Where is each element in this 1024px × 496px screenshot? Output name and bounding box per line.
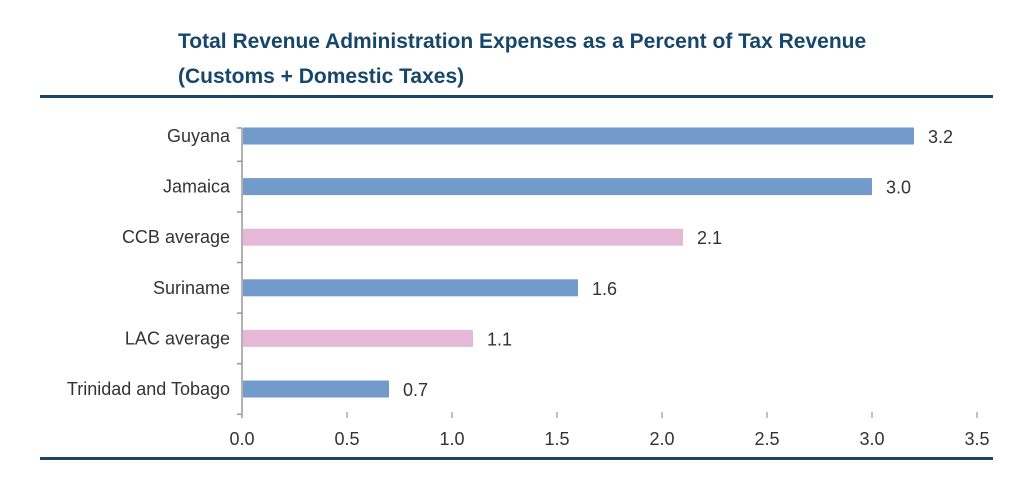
x-tick-label: 2.5 — [754, 429, 779, 449]
data-label: 3.0 — [886, 178, 911, 198]
subtitle-line: (Customs + Domestic Taxes) — [178, 65, 465, 88]
x-tick-label: 0.0 — [229, 429, 254, 449]
category-label: Jamaica — [163, 177, 231, 197]
chart-title: Total Revenue Administration Expenses as… — [178, 24, 866, 94]
x-tick-label: 3.5 — [964, 429, 989, 449]
top-rule — [40, 95, 993, 98]
x-tick-label: 3.0 — [859, 429, 884, 449]
category-label: Guyana — [167, 126, 231, 146]
bottom-rule — [40, 457, 993, 460]
bar — [243, 178, 872, 196]
x-tick-label: 2.0 — [649, 429, 674, 449]
category-label: Suriname — [153, 278, 230, 298]
bar — [243, 329, 473, 347]
category-label: Trinidad and Tobago — [67, 379, 230, 399]
data-label: 0.7 — [403, 380, 428, 400]
data-label: 2.1 — [697, 228, 722, 248]
x-tick-label: 1.5 — [544, 429, 569, 449]
bar — [243, 228, 683, 246]
data-label: 1.6 — [592, 279, 617, 299]
category-label: CCB average — [122, 227, 230, 247]
data-label: 3.2 — [928, 127, 953, 147]
data-label: 1.1 — [487, 329, 512, 349]
title-line: Total Revenue Administration Expenses as… — [178, 30, 867, 53]
x-tick-label: 1.0 — [439, 429, 464, 449]
bar — [243, 127, 914, 145]
bar — [243, 279, 578, 297]
x-tick-label: 0.5 — [334, 429, 359, 449]
category-label: LAC average — [125, 328, 230, 348]
bar — [243, 380, 389, 398]
